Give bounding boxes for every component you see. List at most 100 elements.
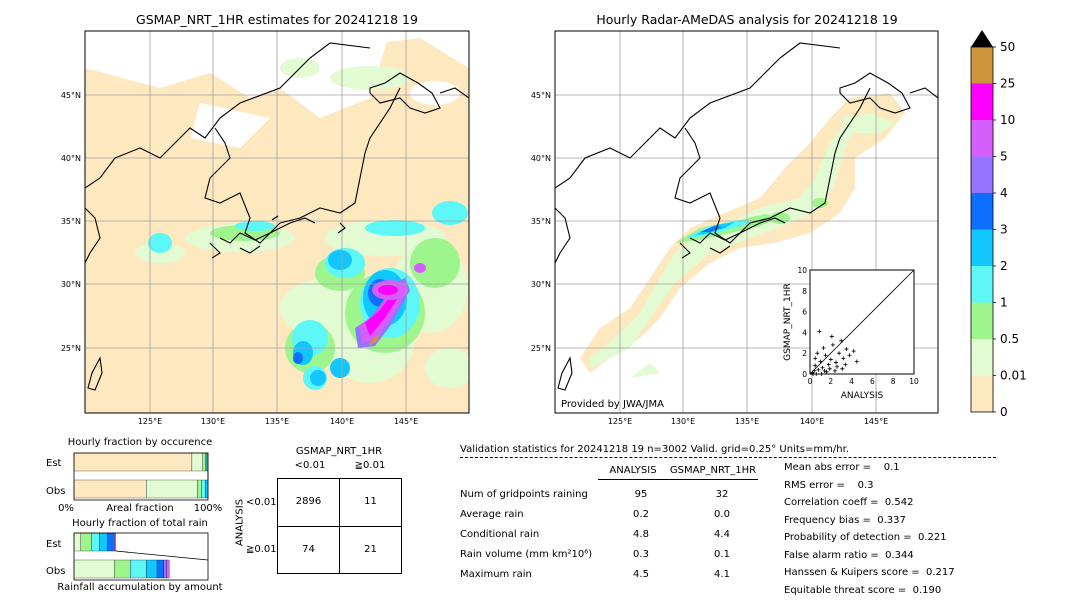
colorbar: 0 0.01 0.5 1 2 3 4 5 10 25 50	[970, 30, 1027, 419]
scatter-y-ticks: 0 2 4 6 8 10	[797, 266, 807, 379]
contingency-grid: 2896 11 74 21	[277, 478, 402, 574]
colorbar-label: 5	[1000, 150, 1008, 164]
svg-text:125°E: 125°E	[138, 417, 162, 426]
scatter-point	[820, 365, 825, 370]
scatter-point	[828, 357, 833, 362]
validation-col-gsmap: GSMAP_NRT_1HR	[669, 465, 757, 476]
validation-row-gsmap: 0.1	[714, 549, 730, 560]
scatter-xtick: 4	[849, 377, 854, 386]
colorbar-label: 4	[1000, 186, 1008, 200]
scatter-xtick: 8	[891, 377, 896, 386]
svg-text:135°E: 135°E	[265, 417, 289, 426]
scatter-point	[830, 342, 835, 347]
cell-tp: 21	[364, 544, 377, 555]
scatter-point	[816, 367, 821, 372]
scatter-ytick: 0	[802, 370, 807, 379]
contingency-row-lt: <0.01	[246, 497, 277, 508]
svg-text:40°N: 40°N	[61, 154, 81, 163]
scatter-xtick: 6	[870, 377, 875, 386]
scatter-xtick: 2	[828, 377, 833, 386]
scatter-point	[813, 356, 818, 361]
validation-score: Mean abs error = 0.1	[784, 462, 900, 473]
left-coastlines	[85, 42, 469, 391]
validation-row-label: Maximum rain	[460, 569, 532, 580]
left-lat-labels: 45°N 40°N 35°N 30°N 25°N	[61, 91, 81, 353]
left-map: 45°N 40°N 35°N 30°N 25°N 125°E 130°E 135…	[61, 30, 470, 426]
validation-row-gsmap: 4.4	[714, 529, 730, 540]
scatter-point	[835, 364, 840, 369]
stacked-bar-segment	[73, 452, 193, 472]
scatter-diagonal	[809, 269, 915, 375]
scatter-point	[813, 363, 818, 368]
scatter-ytick: 10	[797, 266, 807, 275]
scatter-ytick: 4	[802, 328, 807, 337]
colorbar-label: 0	[1000, 405, 1008, 419]
scatter-point	[840, 366, 845, 371]
scatter-point	[839, 338, 844, 343]
validation-row-analysis: 4.8	[633, 529, 649, 540]
scatter-point	[822, 368, 827, 373]
validation-row-analysis: 95	[634, 489, 648, 500]
svg-text:40°N: 40°N	[531, 154, 551, 163]
validation-score: Probability of detection = 0.221	[784, 532, 947, 543]
validation-score: Hanssen & Kuipers score = 0.217	[784, 567, 955, 578]
totalrain-obs-label: Obs	[46, 566, 65, 577]
validation-score: Equitable threat score = 0.190	[784, 584, 942, 596]
colorbar-label: 50	[1000, 40, 1015, 54]
scatter-point	[844, 347, 849, 352]
occurrence-title: Hourly fraction by occurence	[67, 437, 213, 448]
colorbar-block	[971, 83, 993, 120]
totalrain-xlabel: Rainfall accumulation by amount	[57, 582, 222, 593]
colorbar-block	[971, 193, 993, 230]
totalrain-title: Hourly fraction of total rain	[72, 518, 208, 529]
validation-header: Validation statistics for 20241218 19 n=…	[460, 444, 849, 455]
scatter-point	[854, 359, 859, 364]
colorbar-label: 25	[1000, 77, 1015, 91]
validation-row-label: Conditional rain	[460, 529, 540, 540]
stacked-bar-segment	[191, 452, 203, 472]
stacked-bar-segment	[80, 532, 92, 552]
occurrence-chart: Est Obs 0% Areal fraction 100%	[46, 452, 222, 514]
contingency-title: GSMAP_NRT_1HR	[295, 446, 383, 457]
scatter-point	[823, 353, 828, 358]
occurrence-est-label: Est	[46, 458, 62, 469]
left-lon-labels: 125°E 130°E 135°E 140°E 145°E	[138, 417, 418, 426]
colorbar-block	[971, 302, 993, 339]
right-map-title: Hourly Radar-AMeDAS analysis for 2024121…	[596, 12, 898, 27]
scatter-ytick: 8	[802, 287, 807, 296]
scatter-x-ticks: 0 2 4 6 8 10	[808, 377, 919, 386]
validation-score: False alarm ratio = 0.344	[784, 549, 914, 561]
stacked-bar-segment	[130, 559, 147, 579]
scatter-point	[812, 368, 817, 373]
scatter-point	[834, 360, 838, 365]
left-map-title: GSMAP_NRT_1HR estimates for 20241218 19	[136, 12, 418, 27]
colorbar-label: 2	[1000, 259, 1008, 273]
stacked-bar-segment	[201, 479, 206, 499]
validation-row-label: Rain volume (mm km²10⁶)	[460, 549, 593, 560]
totalrain-est-label: Est	[46, 539, 62, 550]
scatter-ytick: 6	[802, 308, 807, 317]
colorbar-block	[971, 266, 993, 303]
occurrence-bars	[73, 452, 209, 499]
colorbar-block	[971, 120, 993, 157]
svg-text:130°E: 130°E	[201, 417, 225, 426]
svg-text:30°N: 30°N	[531, 280, 551, 289]
totalrain-chart: Est Obs Rainfall accumulation by amount	[46, 532, 223, 593]
colorbar-block	[971, 229, 993, 266]
validation-row-analysis: 0.2	[633, 509, 649, 520]
validation-col-analysis: ANALYSIS	[609, 465, 657, 476]
validation-row-label: Num of gridpoints raining	[460, 489, 588, 500]
colorbar-block	[971, 375, 993, 412]
scatter-point	[819, 372, 824, 376]
validation-col-underline	[598, 479, 758, 480]
scatter-point	[851, 349, 856, 354]
scatter-points	[810, 329, 859, 376]
svg-text:35°N: 35°N	[61, 217, 81, 226]
svg-text:135°E: 135°E	[735, 417, 759, 426]
contingency-col-lt: <0.01	[294, 460, 326, 471]
stacked-bar-segment	[73, 479, 147, 499]
scatter-point	[843, 362, 848, 367]
stacked-bar-segment	[205, 479, 209, 499]
validation-score: RMS error = 0.3	[784, 479, 874, 491]
